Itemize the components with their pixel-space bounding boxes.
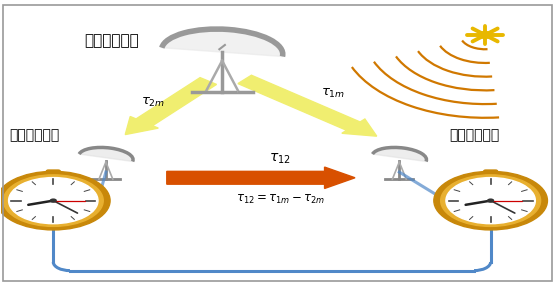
Polygon shape bbox=[372, 148, 426, 162]
Text: $\tau_{12}=\tau_{1m}-\tau_{2m}$: $\tau_{12}=\tau_{1m}-\tau_{2m}$ bbox=[236, 193, 325, 206]
Polygon shape bbox=[79, 148, 133, 162]
Text: $\tau_{12}$: $\tau_{12}$ bbox=[269, 152, 291, 166]
FancyArrow shape bbox=[125, 77, 216, 135]
Circle shape bbox=[441, 175, 541, 226]
FancyBboxPatch shape bbox=[483, 169, 498, 178]
FancyArrow shape bbox=[238, 75, 377, 136]
Circle shape bbox=[51, 199, 56, 202]
Circle shape bbox=[3, 175, 103, 226]
Circle shape bbox=[0, 171, 110, 230]
Text: $\tau_{1m}$: $\tau_{1m}$ bbox=[321, 87, 345, 100]
Circle shape bbox=[478, 32, 492, 38]
FancyBboxPatch shape bbox=[46, 169, 61, 178]
Text: $\tau_{2m}$: $\tau_{2m}$ bbox=[141, 96, 165, 109]
FancyArrow shape bbox=[167, 167, 355, 189]
Text: 小型アンテナ: 小型アンテナ bbox=[9, 128, 59, 142]
Text: 小型アンテナ: 小型アンテナ bbox=[449, 128, 499, 142]
Circle shape bbox=[8, 178, 98, 224]
Polygon shape bbox=[162, 29, 282, 57]
Circle shape bbox=[446, 178, 536, 224]
Circle shape bbox=[434, 171, 547, 230]
Circle shape bbox=[488, 199, 493, 202]
Text: 大型アンテナ: 大型アンテナ bbox=[84, 33, 139, 48]
